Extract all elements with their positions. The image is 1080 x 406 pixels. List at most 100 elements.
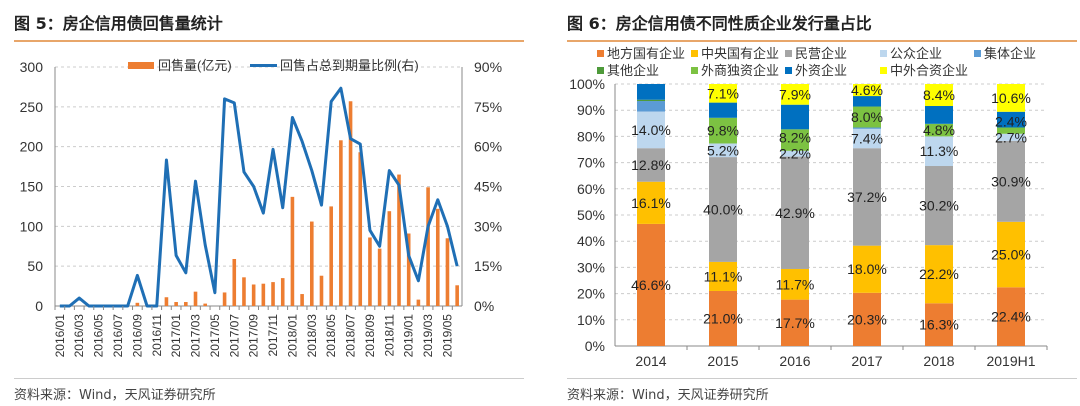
bar: [377, 248, 382, 306]
bar: [416, 299, 421, 306]
data-label: 2.2%: [779, 146, 811, 162]
stacked-segment: [853, 106, 881, 128]
data-label: 46.6%: [631, 277, 671, 293]
source-divider: [567, 378, 1077, 379]
right-source: 资料来源：Wind，天风证券研究所: [567, 388, 769, 403]
y-tick-label: 70%: [577, 155, 605, 171]
stacked-segment: [997, 84, 1025, 112]
stacked-segment: [709, 157, 737, 262]
y-tick-label: 300: [20, 59, 44, 75]
stacked-segment: [925, 245, 953, 304]
legend-label: 中外合资企业: [890, 63, 968, 78]
data-label: 12.8%: [631, 157, 671, 173]
title-divider: [567, 40, 1077, 42]
y-tick-label: 50: [27, 258, 43, 274]
stacked-segment: [853, 148, 881, 246]
data-label: 7.1%: [707, 85, 739, 101]
bar: [445, 238, 450, 306]
legend-swatch: [691, 67, 698, 74]
bar: [339, 140, 343, 306]
x-tick-label: 2016/07: [111, 314, 125, 358]
stacked-segment: [637, 223, 665, 346]
x-tick-label: 2019/05: [440, 314, 454, 358]
x-tick-label: 2019H1: [986, 353, 1035, 369]
stacked-segment: [853, 245, 881, 293]
bar: [319, 275, 324, 306]
stacked-segment: [925, 123, 953, 137]
y-tick-label: 50%: [577, 207, 605, 223]
x-tick-label: 2018/03: [305, 314, 319, 358]
stacked-segment: [853, 128, 881, 149]
right-chart-title: 图 6：房企信用债不同性质企业发行量占比: [567, 14, 872, 33]
stacked-segment: [781, 129, 809, 151]
y2-tick-label: 45%: [474, 179, 502, 195]
data-label: 8.2%: [779, 130, 811, 146]
data-label: 10.6%: [991, 90, 1031, 106]
y2-tick-label: 15%: [474, 258, 502, 274]
legend-label: 外资企业: [795, 63, 847, 78]
data-label: 17.7%: [775, 315, 815, 331]
stacked-segment: [637, 111, 665, 149]
bar: [203, 303, 208, 306]
legend-swatch: [785, 50, 792, 57]
legend-label: 回售量(亿元): [158, 58, 232, 73]
stacked-segment: [709, 261, 737, 291]
y-tick-label: 150: [20, 179, 44, 195]
data-label: 25.0%: [991, 247, 1031, 263]
stacked-segment: [709, 117, 737, 144]
stacked-segment: [781, 156, 809, 269]
stacked-segment: [997, 287, 1025, 346]
y-tick-label: 60%: [577, 181, 605, 197]
x-tick-label: 2017/05: [208, 314, 222, 358]
legend-label: 民营企业: [795, 46, 847, 61]
title-divider: [14, 40, 524, 42]
bar: [251, 284, 256, 306]
y2-tick-label: 90%: [474, 59, 502, 75]
y-tick-label: 200: [20, 139, 44, 155]
data-label: 30.2%: [919, 198, 959, 214]
stacked-segment: [853, 96, 881, 107]
stacked-segment: [925, 84, 953, 107]
y-tick-label: 30%: [577, 259, 605, 275]
data-label: 22.4%: [991, 309, 1031, 325]
x-tick-label: 2016/11: [150, 314, 164, 357]
y-tick-label: 250: [20, 99, 44, 115]
y-tick-label: 90%: [577, 102, 605, 118]
data-label: 7.4%: [851, 130, 883, 146]
data-label: 14.0%: [631, 122, 671, 138]
data-label: 8.0%: [851, 109, 883, 125]
stacked-segment: [709, 84, 737, 103]
x-tick-label: 2014: [635, 353, 666, 369]
stacked-segment: [997, 140, 1025, 222]
x-tick-label: 2016/09: [130, 314, 144, 358]
data-label: 40.0%: [703, 201, 743, 217]
stacked-segment: [781, 104, 809, 130]
stacked-segment: [925, 106, 953, 124]
data-label: 42.9%: [775, 205, 815, 221]
data-label: 20.3%: [847, 311, 887, 327]
data-label: 7.9%: [779, 86, 811, 102]
legend-swatch: [597, 50, 604, 57]
bar: [358, 152, 363, 306]
data-label: 4.6%: [851, 82, 883, 98]
stacked-segment: [637, 99, 665, 102]
data-label: 5.2%: [707, 142, 739, 158]
data-label: 2.7%: [995, 129, 1027, 145]
bar: [242, 277, 246, 306]
bar: [222, 292, 227, 306]
left-chart-title: 图 5：房企信用债回售量统计: [14, 14, 223, 33]
legend-label: 其他企业: [607, 63, 659, 78]
legend-label: 公众企业: [890, 46, 942, 61]
x-tick-label: 2015: [707, 353, 738, 369]
y-tick-label: 0%: [585, 338, 605, 354]
legend-swatch: [880, 50, 887, 57]
stacked-segment: [637, 148, 665, 182]
bar: [261, 283, 266, 306]
bar: [309, 221, 314, 306]
y-tick-label: 20%: [577, 286, 605, 302]
x-tick-label: 2018/09: [363, 314, 377, 358]
x-tick-label: 2017/11: [266, 314, 280, 357]
data-label: 16.3%: [919, 317, 959, 333]
stacked-segment: [781, 150, 809, 157]
left-source: 资料来源：Wind，天风证券研究所: [14, 388, 216, 403]
